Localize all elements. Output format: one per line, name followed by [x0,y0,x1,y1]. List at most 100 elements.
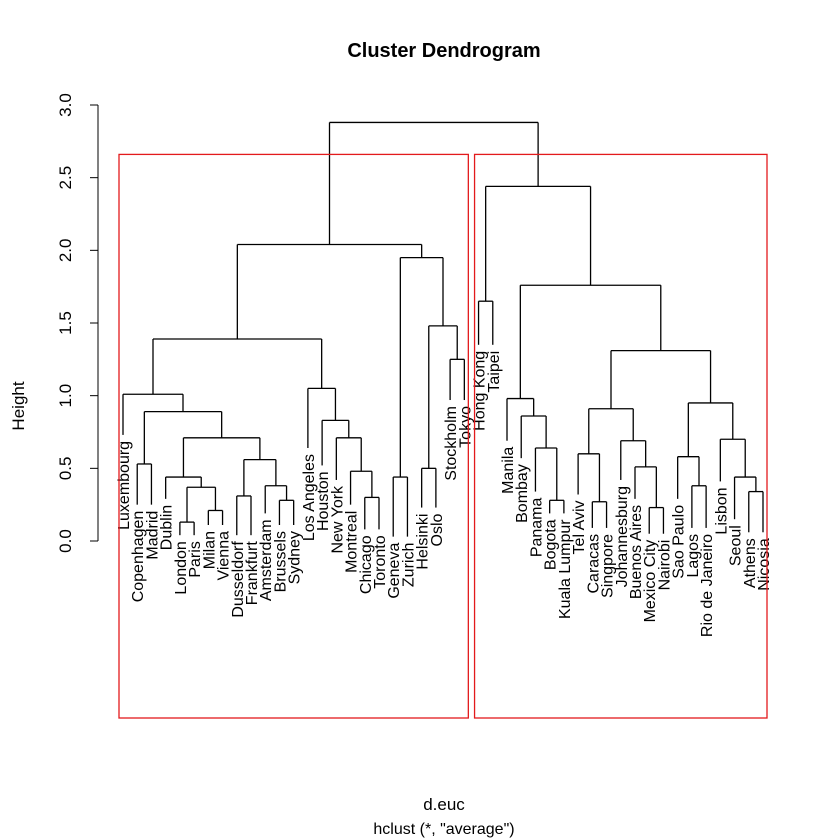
merge-link [278,499,295,526]
merge-link [577,453,601,502]
merge-link [591,501,608,528]
merge-link [534,447,558,501]
leaf-label: Helsinki [415,514,432,570]
leaf-label: Milan [201,531,218,569]
leaf-label: Bogota [543,519,560,570]
y-tick-label: 0.5 [56,457,75,481]
merge-link [236,243,423,339]
leaf-label: Geneva [386,543,403,599]
y-tick-label: 2.0 [56,239,75,263]
leaf-label: Oslo [429,513,446,546]
y-axis: 0.0 0.5 1.0 1.5 2.0 2.5 3.0 [56,93,99,553]
merge-link [328,121,539,245]
merge-link [243,458,277,496]
merge-link [392,476,409,537]
leaf-label: Frankfurt [244,541,261,606]
leaf-label: Tel Aviv [571,500,588,554]
leaf-label: Tokyo [457,406,474,448]
merge-link [364,496,380,530]
merge-link [399,256,444,478]
merge-link [610,349,712,409]
merge-link [335,437,362,480]
leaf-label: Taipei [486,351,503,393]
merge-link [485,185,592,302]
leaf-label: Kuala Lumpur [557,519,574,619]
y-tick-label: 1.0 [56,384,75,408]
y-tick-label: 3.0 [56,93,75,117]
cluster-rects [118,153,768,719]
leaf-label: Athens [742,538,759,588]
x-axis-label: d.euc [423,795,465,814]
merge-link [648,506,665,534]
merge-link [165,476,202,499]
merge-link [236,495,252,536]
merge-link [549,499,565,514]
leaf-label: Mexico City [642,540,659,623]
leaf-label: London [173,541,190,594]
merge-link [421,467,437,508]
merge-link [207,509,224,526]
merge-link [182,437,261,478]
merge-link [620,440,647,480]
merge-link [477,300,494,345]
leaf-label: Seoul [728,525,745,566]
leaf-label: Buenos Aires [628,505,645,599]
leaf-label: Chicago [358,535,375,594]
leaf-label: Nicosia [756,538,773,591]
merge-link [349,470,373,505]
leaf-label: Copenhagen [130,511,147,603]
leaf-label: Hong Kong [472,351,489,431]
merge-link [264,485,288,514]
leaf-label: Zurich [400,543,417,587]
leaf-label: Manila [500,447,517,494]
leaf-label: Sydney [287,531,304,584]
leaf-label: Toronto [372,535,389,588]
leaf-label: Bombay [514,464,531,523]
merge-link [588,408,634,454]
leaf-label: Luxembourg [116,441,133,530]
y-ticks: 0.0 0.5 1.0 1.5 2.0 2.5 3.0 [56,93,98,553]
merge-link [634,466,657,508]
merge-link [733,476,757,520]
merge-link [748,490,764,533]
leaf-label: Stockholm [443,406,460,481]
leaf-label: Los Angeles [301,454,318,541]
merge-link [506,397,535,441]
y-tick-label: 1.5 [56,311,75,335]
merge-link [152,338,323,395]
merge-link [691,485,707,528]
leaf-label: Panama [528,497,545,557]
leaf-label: Montreal [344,511,361,573]
merge-link [186,486,217,523]
y-tick-label: 2.5 [56,166,75,190]
leaf-label: Brussels [272,531,289,592]
cluster-rect [118,153,469,719]
leaf-label: Amsterdam [258,519,275,601]
leaf-label: Singpore [600,534,617,598]
sub-label: hclust (*, "average") [373,821,514,838]
leaf-label: Nairobi [656,540,673,591]
chart-title: Cluster Dendrogram [347,40,540,62]
leaf-label: New York [329,485,346,554]
leaf-label: Dublin [159,505,176,550]
leaf-label: Rio de Janeiro [699,534,716,637]
merge-link [677,456,700,499]
leaf-label: Johannesburg [614,486,631,587]
cluster-rect [473,153,768,719]
merge-link [449,358,465,401]
merge-link [520,415,547,459]
merge-link [519,284,662,399]
dendrogram-tree [122,121,764,537]
merge-link [321,419,350,466]
merge-link [136,463,153,505]
merge-link [122,393,184,435]
merge-link [719,438,746,482]
y-tick-label: 0.0 [56,529,75,553]
leaf-label: Madrid [144,511,161,560]
y-axis-label: Height [9,381,28,430]
leaf-label: Lisbon [713,487,730,534]
leaf-label: Dusseldorf [230,541,247,618]
